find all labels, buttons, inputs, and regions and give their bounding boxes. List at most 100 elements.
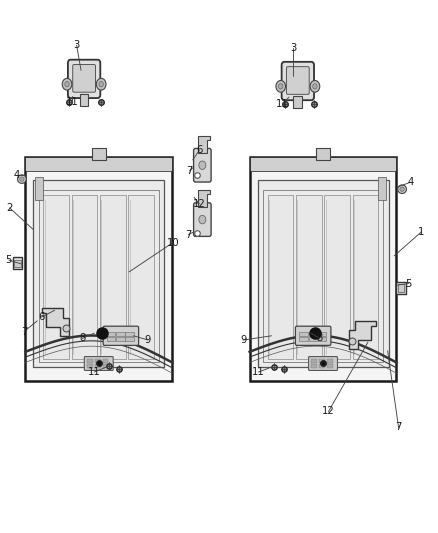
Text: 5: 5	[406, 279, 412, 288]
Circle shape	[65, 82, 69, 87]
Text: 11: 11	[88, 367, 101, 377]
FancyBboxPatch shape	[308, 357, 337, 370]
Bar	[35, 177, 43, 200]
Circle shape	[276, 80, 286, 92]
Text: 12: 12	[193, 199, 206, 208]
Bar	[33, 180, 164, 367]
Bar	[296, 195, 321, 359]
Bar	[293, 96, 302, 108]
Bar	[319, 359, 325, 363]
FancyBboxPatch shape	[73, 64, 95, 92]
Bar	[128, 195, 154, 359]
Bar	[318, 332, 326, 336]
Bar	[250, 157, 396, 171]
Bar	[102, 364, 109, 368]
Bar	[107, 337, 116, 341]
Text: 7: 7	[21, 327, 27, 336]
Bar	[14, 260, 21, 267]
Bar	[250, 157, 396, 381]
Text: 8: 8	[317, 334, 323, 343]
Text: 9: 9	[240, 335, 246, 345]
Ellipse shape	[398, 185, 406, 193]
Bar	[107, 332, 116, 336]
Bar	[72, 195, 97, 359]
Text: 1: 1	[418, 227, 424, 237]
Text: 11: 11	[276, 99, 289, 109]
Circle shape	[279, 84, 283, 89]
Bar	[299, 337, 307, 341]
Bar	[327, 364, 333, 368]
Text: 2: 2	[7, 203, 13, 213]
Bar	[258, 180, 389, 367]
FancyBboxPatch shape	[84, 357, 113, 370]
Bar	[125, 332, 134, 336]
Bar	[25, 157, 172, 171]
Circle shape	[310, 80, 320, 92]
Bar	[308, 332, 317, 336]
Text: 8: 8	[79, 334, 85, 343]
Bar	[25, 157, 172, 381]
Bar	[299, 332, 307, 336]
Bar	[43, 195, 69, 359]
Circle shape	[313, 84, 317, 89]
Bar	[327, 359, 333, 363]
Bar	[378, 177, 386, 200]
Bar	[319, 364, 325, 368]
Text: 11: 11	[252, 367, 265, 377]
Circle shape	[96, 78, 106, 90]
Polygon shape	[349, 321, 376, 349]
Ellipse shape	[20, 177, 24, 181]
Bar	[39, 190, 159, 362]
Text: 4: 4	[14, 170, 20, 180]
FancyBboxPatch shape	[282, 62, 314, 100]
Text: 5: 5	[6, 255, 12, 265]
Bar	[311, 364, 317, 368]
Text: 3: 3	[74, 41, 80, 50]
Text: 7: 7	[396, 423, 402, 432]
Text: 4: 4	[407, 177, 413, 187]
Bar	[318, 337, 326, 341]
FancyBboxPatch shape	[295, 326, 331, 345]
Bar	[87, 359, 93, 363]
FancyBboxPatch shape	[286, 67, 309, 94]
Bar	[117, 337, 124, 341]
Bar	[125, 337, 134, 341]
Bar	[13, 257, 22, 269]
FancyBboxPatch shape	[194, 148, 211, 182]
Circle shape	[199, 215, 206, 224]
Text: 7: 7	[185, 230, 191, 239]
Bar	[396, 282, 406, 294]
Bar	[87, 364, 93, 368]
Bar	[263, 190, 383, 362]
Text: 10: 10	[167, 238, 179, 247]
Bar	[311, 359, 317, 363]
Bar	[80, 94, 88, 106]
Bar	[308, 337, 317, 341]
Bar	[100, 195, 126, 359]
Polygon shape	[198, 190, 210, 207]
Circle shape	[199, 161, 206, 169]
Ellipse shape	[18, 175, 26, 183]
Text: 7: 7	[187, 166, 193, 175]
Bar	[398, 284, 404, 292]
Text: 12: 12	[322, 407, 335, 416]
Polygon shape	[42, 308, 69, 336]
Bar	[102, 359, 109, 363]
Text: 6: 6	[39, 312, 45, 322]
Bar	[324, 195, 350, 359]
Ellipse shape	[400, 187, 404, 191]
Text: 11: 11	[66, 98, 79, 107]
Bar	[117, 332, 124, 336]
Bar	[95, 364, 100, 368]
FancyBboxPatch shape	[92, 148, 106, 160]
Text: 6: 6	[196, 146, 202, 155]
Bar	[95, 359, 100, 363]
Polygon shape	[198, 136, 210, 153]
Text: 9: 9	[145, 335, 151, 345]
Text: 3: 3	[290, 43, 297, 53]
Bar	[268, 195, 293, 359]
FancyBboxPatch shape	[103, 326, 138, 345]
Circle shape	[62, 78, 72, 90]
Circle shape	[99, 82, 103, 87]
Bar	[353, 195, 378, 359]
